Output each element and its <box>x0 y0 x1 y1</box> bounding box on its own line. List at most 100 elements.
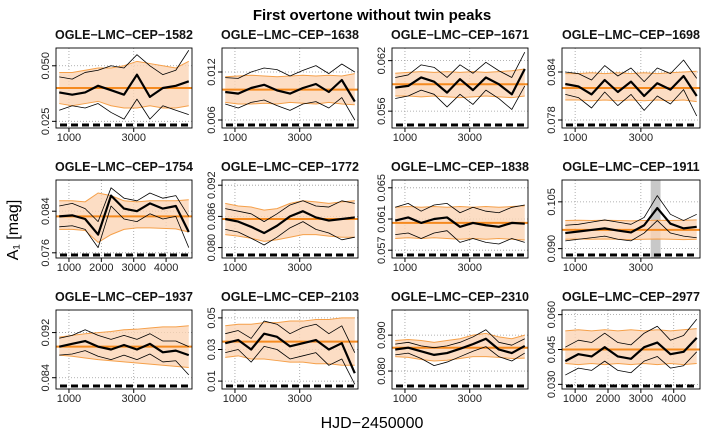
band-edge <box>395 205 525 208</box>
panel: OGLE−LMC−CEP−1937 1000 3000 0.084 0.092 <box>40 290 193 405</box>
series-line <box>395 85 526 110</box>
panel-title: OGLE−LMC−CEP−2977 <box>562 290 700 304</box>
y-tick-label: 0.060 <box>546 301 558 329</box>
x-tick-label: 3000 <box>629 132 653 144</box>
plot-area <box>222 200 358 246</box>
band-edge <box>59 354 189 369</box>
y-tick-label: 0.092 <box>206 171 218 199</box>
x-tick-label: 4000 <box>661 393 685 405</box>
x-tick-label: 1000 <box>393 262 417 274</box>
panel-title: OGLE−LMC−CEP−1638 <box>221 28 359 42</box>
series-line <box>395 329 525 349</box>
panel: OGLE−LMC−CEP−1698 1000 3000 0.078 0.084 <box>546 28 701 144</box>
series-line <box>394 216 525 228</box>
y-axis-label: A₁ [mag] <box>5 200 22 261</box>
series-line <box>565 195 697 226</box>
y-tick-label: 0.025 <box>40 108 52 136</box>
plot-frame <box>391 309 529 390</box>
y-tick-label: 0.090 <box>376 321 388 349</box>
band-edge <box>59 100 189 109</box>
series-line <box>395 202 525 214</box>
x-tick-label: 1000 <box>563 262 587 274</box>
panel-title: OGLE−LMC−CEP−1838 <box>391 160 529 174</box>
figure-title: First overtone without twin peaks <box>253 7 491 24</box>
plot-frame <box>391 179 529 259</box>
y-tick-label: 0.092 <box>40 319 52 347</box>
panel-title: OGLE−LMC−CEP−1754 <box>55 160 193 174</box>
series-line <box>395 337 526 356</box>
panel: OGLE−LMC−CEP−1671 1000 3000 0.056 0.062 <box>376 28 529 144</box>
band-edge <box>395 95 525 99</box>
x-tick-label: 1000 <box>393 132 417 144</box>
series-line <box>564 337 698 363</box>
plot-frame <box>391 47 529 129</box>
y-tick-label: 0.057 <box>376 236 388 264</box>
y-tick-label: 0.061 <box>376 205 388 233</box>
y-tick-label: 0.080 <box>206 234 218 262</box>
x-axis-label: HJD−2450000 <box>321 415 424 432</box>
series-line <box>59 339 190 357</box>
series-line <box>224 332 356 374</box>
series-line <box>59 98 189 120</box>
series-line <box>225 320 356 353</box>
panel: OGLE−LMC−CEP−2310 1000 3000 0.080 0.090 <box>376 290 529 405</box>
panel-title: OGLE−LMC−CEP−1671 <box>391 28 529 42</box>
panel: OGLE−LMC−CEP−1772 1000 3000 0.080 0.086 0.092 <box>206 160 359 274</box>
series-line <box>59 329 189 348</box>
series-line <box>395 230 525 245</box>
x-tick-label: 3000 <box>121 262 145 274</box>
panel-title: OGLE−LMC−CEP−1582 <box>55 28 193 42</box>
y-tick-label: 0.05 <box>206 307 218 328</box>
series-line <box>395 52 526 78</box>
series-line <box>225 200 355 223</box>
plot-frame <box>55 47 193 129</box>
band-edge <box>395 332 525 343</box>
y-tick-label: 0.086 <box>206 203 218 231</box>
plot-area <box>392 329 528 367</box>
x-tick-label: 3000 <box>457 262 481 274</box>
plot-frame <box>55 179 193 259</box>
series-line <box>565 74 698 98</box>
series-line <box>565 206 697 235</box>
x-tick-label: 1000 <box>57 393 81 405</box>
panel-title: OGLE−LMC−CEP−1698 <box>562 28 700 42</box>
y-tick-label: 0.084 <box>546 58 558 86</box>
plot-area <box>562 59 700 117</box>
panel: OGLE−LMC−CEP−1582 1000 3000 0.025 0.050 <box>40 28 193 144</box>
panel: OGLE−LMC−CEP−1754 1000 2000 3000 4000 0.076 0.… <box>40 160 193 274</box>
y-tick-label: 0.076 <box>40 239 52 267</box>
plot-frame <box>561 309 701 390</box>
series-line <box>225 97 356 121</box>
x-tick-label: 3000 <box>287 132 311 144</box>
series-line <box>565 89 698 117</box>
panel: OGLE−LMC−CEP−1838 1000 3000 0.057 0.061 0.065 <box>376 160 529 274</box>
x-tick-label: 3000 <box>121 393 145 405</box>
series-line <box>225 63 355 79</box>
x-tick-label: 1000 <box>223 393 247 405</box>
y-tick-label: 0.105 <box>546 188 558 216</box>
x-tick-label: 1000 <box>563 393 587 405</box>
x-tick-label: 4000 <box>154 262 178 274</box>
plot-area <box>56 325 192 376</box>
x-tick-label: 1000 <box>223 262 247 274</box>
y-tick-label: 0.084 <box>40 364 52 392</box>
band-edge <box>59 325 189 338</box>
panel-title: OGLE−LMC−CEP−1937 <box>55 290 193 304</box>
series-line <box>225 221 355 246</box>
band-edge <box>59 60 189 73</box>
x-tick-label: 3000 <box>629 262 653 274</box>
plot-frame <box>221 309 359 390</box>
x-tick-label: 1000 <box>563 132 587 144</box>
x-tick-label: 1000 <box>57 132 81 144</box>
confidence-band <box>565 71 697 102</box>
plot-area <box>392 202 528 245</box>
y-tick-label: 0.056 <box>376 97 388 125</box>
x-tick-label: 2000 <box>596 393 620 405</box>
plot-area <box>562 319 700 376</box>
y-tick-label: 0.078 <box>546 106 558 134</box>
plot-area <box>392 52 528 110</box>
x-tick-label: 3000 <box>287 262 311 274</box>
series-line <box>565 59 698 82</box>
band-edge <box>565 362 697 366</box>
